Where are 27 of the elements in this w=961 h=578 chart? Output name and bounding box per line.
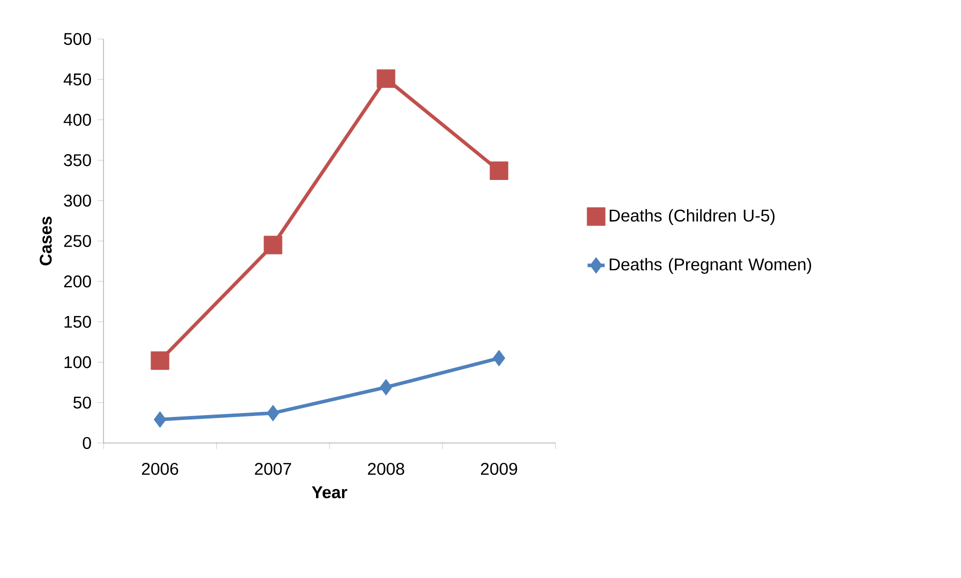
point [376,69,396,88]
y-tick-label: 250 [64,234,91,248]
point [492,350,506,366]
y-tick-label: 400 [64,114,91,126]
x-tick-label: 2008 [368,462,404,475]
y-tick-label: 100 [64,356,91,368]
legend-label: Deaths (Pregnant Women) [610,258,812,274]
x-axis-title: Year [312,486,348,498]
point [264,236,282,254]
y-tick-label: 50 [73,396,91,409]
legend-label: Deaths (Children U-5) [610,209,775,225]
point [154,411,166,428]
y-tick-label: 0 [82,436,91,450]
x-tick-label: 2006 [142,462,178,475]
y-tick-label: 300 [64,194,91,207]
point [150,351,170,370]
point [380,378,392,396]
y-tick-label: 450 [64,73,91,86]
y-axis-title: Cases [40,216,52,266]
y-tick-label: 150 [64,316,91,328]
point [266,404,280,422]
y-tick-label: 500 [64,32,91,46]
x-tick-label: 2007 [254,462,292,475]
x-tick-label: 2009 [480,462,518,475]
y-tick-label: 200 [64,275,91,288]
point [490,161,508,180]
y-tick-label: 350 [64,154,91,166]
